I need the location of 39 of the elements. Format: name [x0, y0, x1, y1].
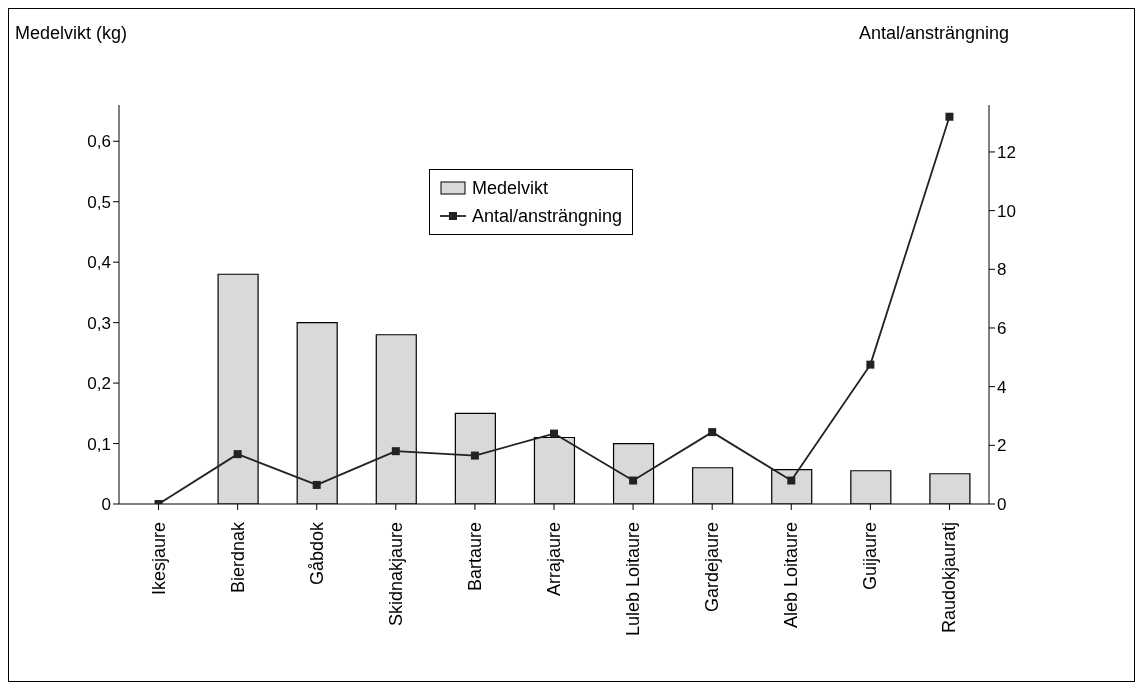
x-tick-label: Luleb Loitaure: [623, 522, 644, 637]
y-tick-label: 0,2: [87, 374, 111, 394]
point: [629, 476, 638, 485]
x-tick-label: Raudokjauratj: [939, 522, 960, 634]
point: [945, 112, 954, 121]
x-tick-label: Guijaure: [860, 522, 881, 591]
point: [550, 429, 558, 438]
y2-tick-label: 12: [997, 142, 1016, 162]
point: [391, 447, 400, 456]
x-tick-label: Ikesjaure: [148, 522, 169, 596]
y-tick-label: 0: [101, 495, 111, 515]
y2-tick-label: 6: [997, 319, 1007, 339]
x-tick-label: Bartaure: [464, 522, 485, 592]
y2-tick-label: 10: [997, 201, 1016, 221]
point: [708, 428, 717, 437]
point: [787, 476, 796, 485]
x-tick-label: Gåbdok: [306, 521, 327, 586]
x-tick-label: Skidnakjaure: [385, 522, 406, 627]
y-tick-label: 0,1: [87, 434, 111, 454]
y-tick-label: 0,4: [87, 253, 111, 273]
legend-label: Antal/ansträngning: [472, 205, 623, 228]
y-axis-title: Medelvikt (kg): [15, 23, 128, 44]
y-tick-label: 0,6: [87, 132, 111, 152]
y2-tick-label: 4: [997, 377, 1007, 397]
x-tick-label: Aleb Loitaure: [781, 522, 802, 629]
y2-axis-title: Antal/ansträngning: [858, 23, 1009, 44]
point: [470, 451, 479, 460]
x-tick-label: Gardejaure: [702, 522, 723, 613]
y-tick-label: 0,5: [87, 192, 111, 212]
x-tick-label: Arrajaure: [544, 522, 564, 597]
point: [866, 360, 875, 369]
y-tick-label: 0,3: [87, 313, 111, 333]
y2-tick-label: 8: [997, 260, 1007, 280]
y2-tick-label: 0: [997, 495, 1007, 515]
y2-tick-label: 2: [997, 436, 1007, 456]
point: [233, 450, 242, 459]
legend-label: Medelvikt: [472, 177, 549, 200]
point: [312, 480, 321, 489]
x-tick-label: Bierdnak: [227, 521, 248, 594]
